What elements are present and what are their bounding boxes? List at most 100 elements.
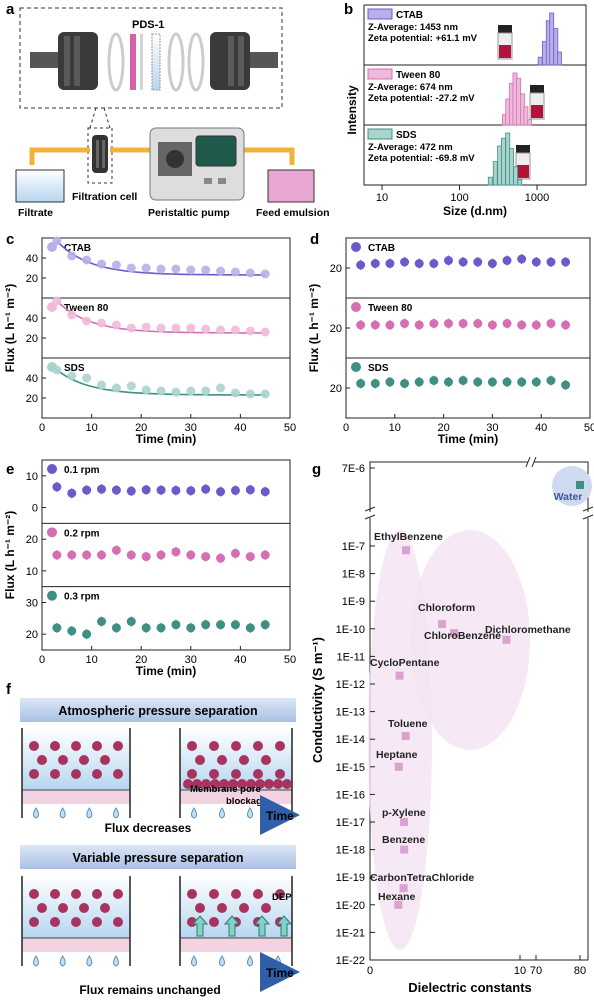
f-oil-droplet [100, 755, 110, 765]
panel-c-legend-label: Tween 80 [64, 303, 109, 314]
panel-e-xtick-label: 40 [234, 654, 246, 666]
panel-e-point [97, 617, 107, 626]
panel-e-point [245, 623, 255, 633]
panel-e-point [82, 550, 92, 560]
b-z-average: Z-Average: 1453 nm [368, 22, 458, 33]
panel-c-point [245, 268, 255, 278]
panel-d-point [414, 259, 424, 268]
tubing [29, 147, 90, 165]
panel-d-point [502, 377, 512, 387]
cell-right-ridge [238, 36, 244, 86]
panel-d-point [429, 376, 439, 385]
panel-e-point [230, 620, 240, 630]
g-axis-break [531, 456, 537, 468]
panel-e-point [230, 485, 240, 495]
panel-c-point [126, 381, 136, 391]
b-legend-label: SDS [396, 130, 417, 141]
f-blocking-droplet [282, 779, 292, 789]
f-oil-droplet [58, 755, 68, 765]
f-oil-droplet [79, 903, 89, 913]
callout-line [103, 107, 111, 129]
panel-d-point [400, 379, 410, 388]
panel-e-legend-label: 0.2 rpm [64, 528, 100, 539]
f-filtrate-drop [219, 955, 225, 967]
membrane-zoom-box [19, 7, 283, 109]
f-blocking-droplet [183, 779, 193, 789]
panel-d-point [473, 319, 483, 328]
panel-c-point [156, 264, 166, 274]
panel-e-point [186, 550, 196, 560]
panel-d-xtick-label: 10 [389, 422, 401, 434]
g-ytick-label: 1E-8 [342, 569, 365, 581]
panel-d-point [356, 260, 366, 270]
f-oil-droplet [113, 741, 123, 751]
f-oil-droplet [29, 769, 39, 779]
panel-d-point [370, 259, 380, 268]
g-point-label: Heptane [376, 749, 418, 761]
g-ytick-label: 1E-16 [336, 789, 365, 801]
g-point-label: Dichloromethane [485, 624, 571, 636]
g-point-label: ChloroBenzene [424, 630, 501, 642]
panel-d-legend-label: Tween 80 [368, 303, 413, 314]
panel-d-legend-label: SDS [368, 363, 389, 374]
panel-e-point [156, 550, 166, 560]
f-oil-droplet [71, 917, 81, 927]
panel-d-point [502, 256, 512, 265]
g-point [399, 884, 408, 893]
panel-d-point [458, 319, 468, 328]
panel-e-point [141, 552, 151, 562]
f-oil-droplet [261, 903, 271, 913]
panel-e-xtick-label: 30 [185, 654, 197, 666]
panel-c-point [171, 387, 181, 397]
f-membrane [22, 790, 130, 804]
f-oil-droplet [275, 889, 285, 899]
panel-e-point [111, 545, 121, 555]
panel-c-point [156, 386, 166, 396]
panel-e-point [52, 550, 62, 560]
b-legend-swatch [367, 8, 393, 20]
panel-d-point [443, 377, 453, 387]
g-xtick-label: 70 [530, 965, 542, 977]
b-histogram-bar [487, 176, 493, 186]
panel-d-xlabel: Time (min) [438, 432, 498, 446]
f-oil-droplet [231, 741, 241, 751]
panel-c-point [171, 323, 181, 333]
panel-d-point [487, 377, 497, 387]
f-oil-droplet [239, 755, 249, 765]
panel-e-point [171, 620, 181, 630]
panel-e-point [141, 485, 151, 495]
panel-d-point [487, 259, 497, 268]
panel-d-xtick-label: 20 [437, 422, 449, 434]
panel-c-point [67, 371, 77, 381]
panel-c-ytick-label: 40 [26, 313, 38, 325]
g-group-bubble [410, 530, 530, 750]
panel-a: a PDS-1 [6, 1, 330, 219]
spacer [140, 34, 143, 90]
g-ytick-label: 7E-6 [342, 463, 365, 475]
g-ytick-label: 1E-17 [336, 817, 365, 829]
f-oil-droplet [92, 917, 102, 927]
panel-e-point [260, 620, 270, 630]
membrane-label: PDS-1 [132, 19, 164, 31]
panel-e-legend-label: 0.1 rpm [64, 465, 100, 476]
b-histogram-bar [509, 148, 514, 186]
panel-e: e 0.1 rpm 10 0 0.2 rpm 20 10 0.3 rpm 30 20 0 10 20 3… [3, 459, 296, 678]
f-dep-arrow [191, 915, 209, 937]
panel-c-point [156, 323, 166, 333]
panel-e-ytick-label: 20 [26, 629, 38, 641]
g-ytick-label: 1E-13 [336, 707, 365, 719]
panel-c-legend-label: SDS [64, 363, 85, 374]
f-membrane [22, 938, 130, 952]
vial-emulsion [499, 45, 511, 58]
g-ytick-label: 1E-20 [336, 900, 365, 912]
panel-e-ylabel: Flux (L h⁻¹ m⁻²) [3, 511, 17, 599]
f-oil-droplet [50, 917, 60, 927]
panel-e-point [82, 485, 92, 495]
panel-d-point [429, 319, 439, 328]
panel-d-point [370, 320, 380, 330]
g-ytick-label: 1E-14 [336, 734, 365, 746]
panel-label-f: f [6, 681, 12, 698]
panel-d-ytick-label: 20 [330, 263, 342, 275]
